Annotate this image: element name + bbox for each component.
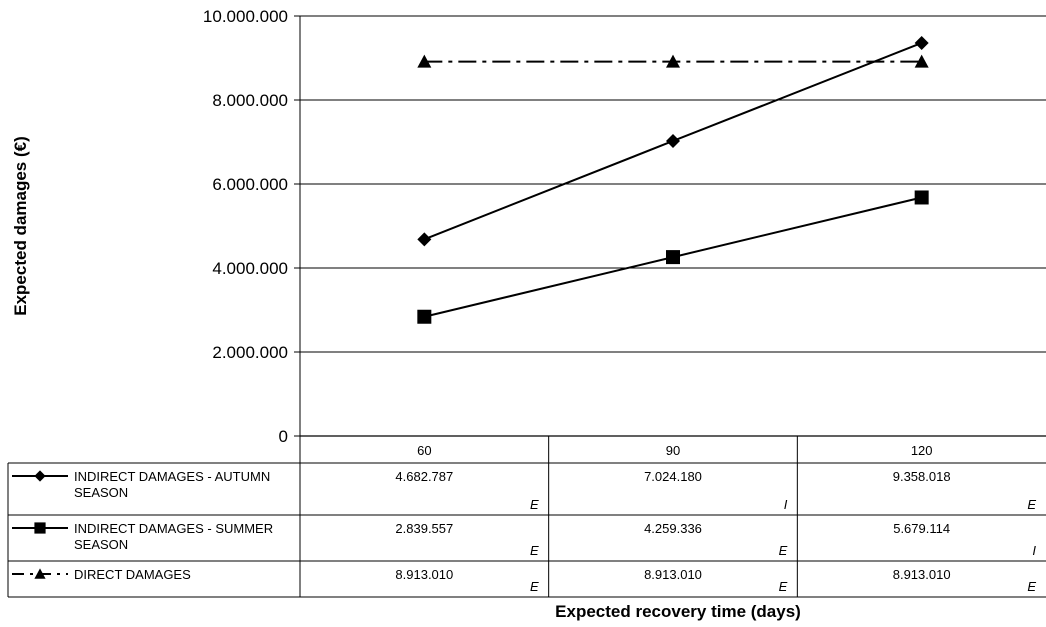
square-marker	[34, 522, 46, 534]
plot-series	[417, 35, 929, 324]
x-tick-label: 120	[911, 443, 933, 458]
triangle-marker	[34, 568, 46, 579]
y-tick-label: 2.000.000	[212, 343, 288, 362]
square-marker	[417, 309, 432, 324]
cell-flag: E	[530, 497, 539, 512]
cell-flag: E	[530, 543, 539, 558]
y-axis-ticks: 0 2.000.000 4.000.000 6.000.000 8.000.000 10.…	[203, 7, 300, 446]
legend-label: DIRECT DAMAGES	[74, 567, 191, 582]
y-tick-label: 0	[279, 427, 288, 446]
data-value: 8.913.010	[395, 567, 453, 582]
x-axis-title: Expected recovery time (days)	[555, 602, 801, 621]
diamond-marker	[666, 133, 680, 148]
cell-flag: I	[784, 497, 788, 512]
triangle-marker	[914, 54, 929, 68]
y-axis-title: Expected damages (€)	[11, 136, 30, 316]
cell-flag: E	[530, 579, 539, 594]
y-tick-label: 6.000.000	[212, 175, 288, 194]
legend-label: SEASON	[74, 485, 128, 500]
triangle-marker	[417, 54, 432, 68]
cell-flag: E	[1027, 497, 1036, 512]
y-tick-label: 8.000.000	[212, 91, 288, 110]
y-tick-label: 4.000.000	[212, 259, 288, 278]
legend-label: SEASON	[74, 537, 128, 552]
square-marker	[914, 190, 929, 205]
data-value: 2.839.557	[395, 521, 453, 536]
cell-flag: E	[1027, 579, 1036, 594]
data-value: 9.358.018	[893, 469, 951, 484]
legend-label: INDIRECT DAMAGES - AUTUMN	[74, 469, 270, 484]
legend-label: INDIRECT DAMAGES - SUMMER	[74, 521, 273, 536]
cell-flag: I	[1032, 543, 1036, 558]
x-tick-label: 90	[666, 443, 680, 458]
data-value: 4.682.787	[395, 469, 453, 484]
data-value: 4.259.336	[644, 521, 702, 536]
diamond-marker	[34, 470, 46, 482]
data-value: 5.679.114	[893, 521, 950, 536]
data-value: 8.913.010	[644, 567, 702, 582]
gridlines	[299, 15, 1046, 436]
y-tick-label: 10.000.000	[203, 7, 288, 26]
square-marker	[666, 250, 680, 265]
diamond-marker	[914, 35, 929, 50]
x-tick-label: 60	[417, 443, 431, 458]
diamond-marker	[417, 232, 432, 247]
data-value: 8.913.010	[893, 567, 951, 582]
cell-flag: E	[779, 543, 788, 558]
triangle-marker	[666, 54, 680, 68]
data-value: 7.024.180	[644, 469, 702, 484]
cell-flag: E	[779, 579, 788, 594]
